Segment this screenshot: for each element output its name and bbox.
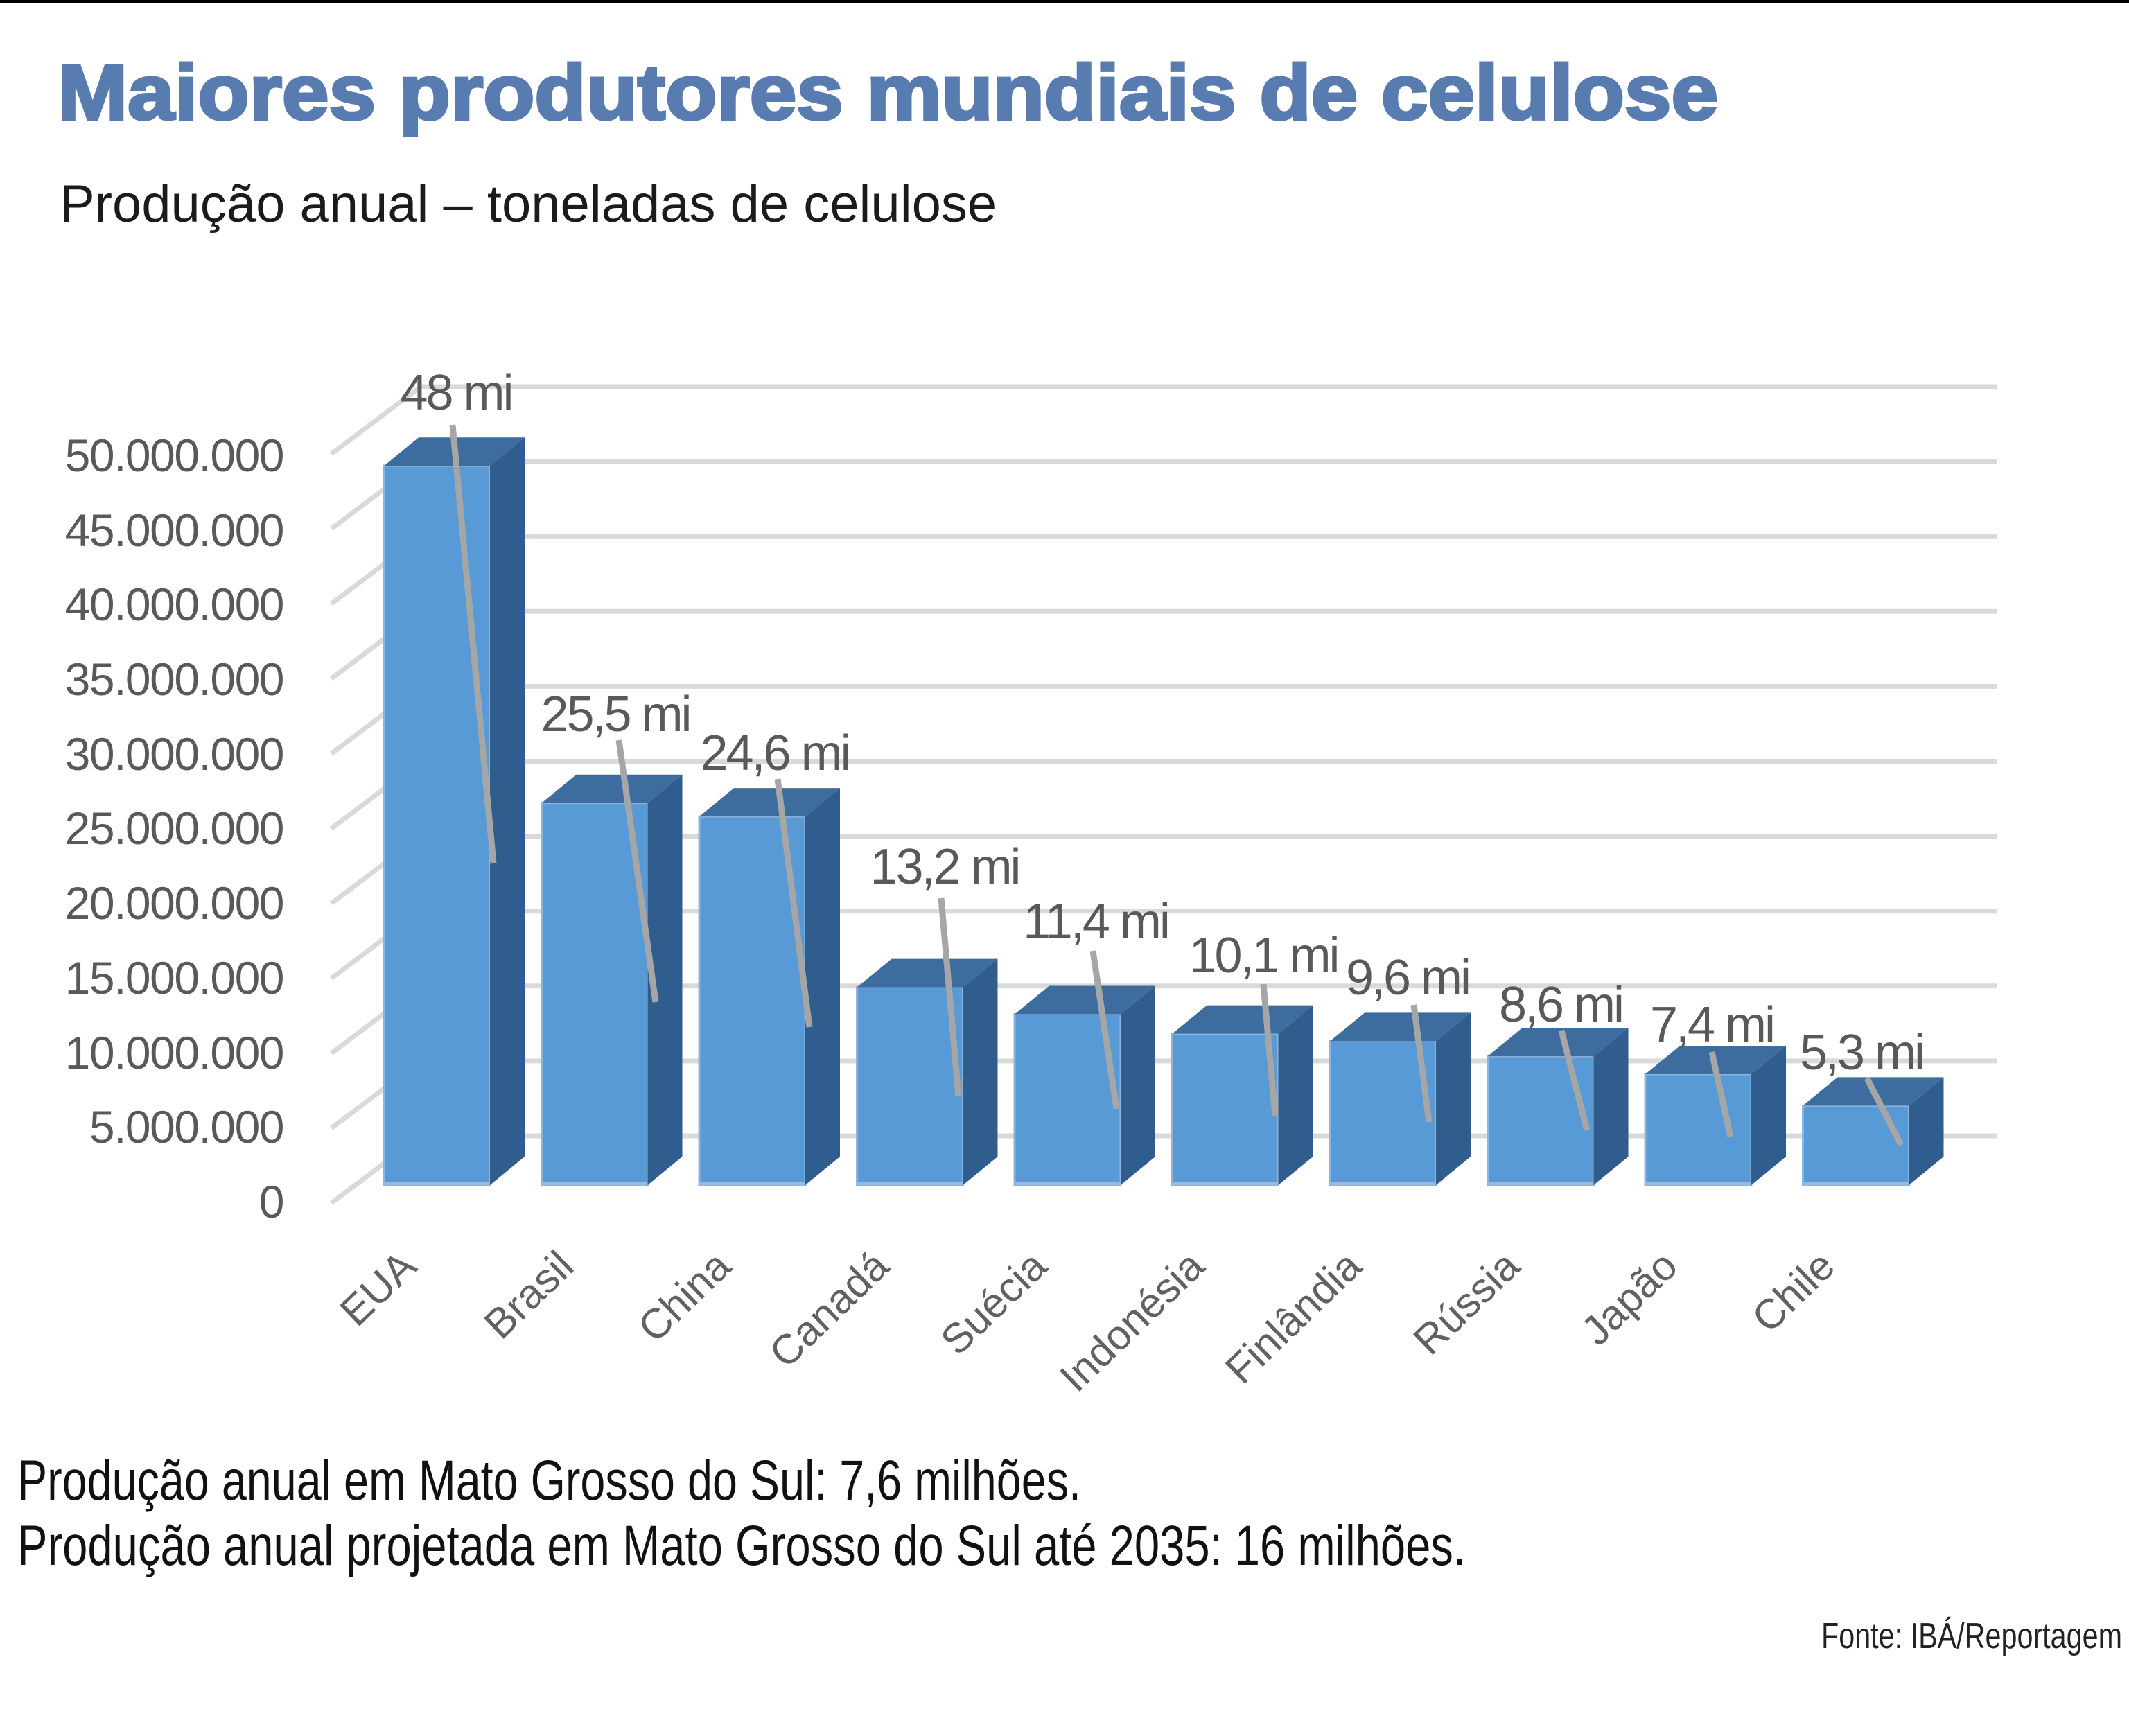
svg-text:45.000.000: 45.000.000 <box>65 505 283 556</box>
svg-text:5,3 mi: 5,3 mi <box>1800 1025 1923 1080</box>
svg-text:50.000.000: 50.000.000 <box>65 430 283 481</box>
svg-text:7,4 mi: 7,4 mi <box>1650 997 1773 1053</box>
svg-text:9,6 mi: 9,6 mi <box>1346 950 1469 1006</box>
svg-text:25.000.000: 25.000.000 <box>65 803 283 854</box>
svg-text:48 mi: 48 mi <box>400 365 511 421</box>
svg-text:15.000.000: 15.000.000 <box>65 952 283 1003</box>
svg-text:0: 0 <box>259 1176 283 1227</box>
svg-text:40.000.000: 40.000.000 <box>65 579 283 630</box>
svg-text:5.000.000: 5.000.000 <box>89 1101 283 1152</box>
svg-text:10.000.000: 10.000.000 <box>65 1027 283 1078</box>
svg-text:Produção anual projetada em Ma: Produção anual projetada em Mato Grosso … <box>17 1514 1466 1577</box>
svg-text:Produção anual – toneladas de: Produção anual – toneladas de celulose <box>60 175 997 234</box>
svg-text:Maiores produtores mundiais de: Maiores produtores mundiais de celulose <box>58 49 1718 136</box>
svg-text:8,6 mi: 8,6 mi <box>1499 977 1622 1033</box>
svg-text:24,6 mi: 24,6 mi <box>700 726 849 781</box>
svg-text:Fonte: IBÁ/Reportagem: Fonte: IBÁ/Reportagem <box>1821 1616 2122 1656</box>
svg-text:25,5 mi: 25,5 mi <box>541 687 690 742</box>
svg-text:35.000.000: 35.000.000 <box>65 654 283 705</box>
svg-text:13,2 mi: 13,2 mi <box>870 839 1019 895</box>
svg-text:30.000.000: 30.000.000 <box>65 728 283 780</box>
svg-text:Produção anual em Mato Grosso: Produção anual em Mato Grosso do Sul: 7,… <box>17 1449 1081 1512</box>
svg-text:10,1 mi: 10,1 mi <box>1189 928 1338 983</box>
svg-text:20.000.000: 20.000.000 <box>65 877 283 929</box>
svg-text:11,4 mi: 11,4 mi <box>1023 894 1168 949</box>
